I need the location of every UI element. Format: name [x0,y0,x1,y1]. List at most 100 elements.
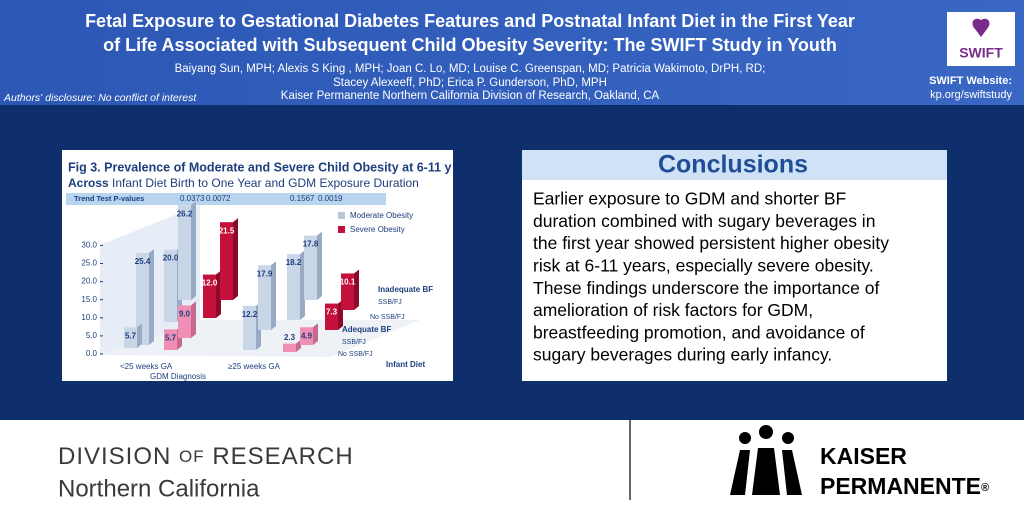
bar-label: 5.7 [165,333,177,342]
bar [178,305,191,338]
bar-label: 5.7 [125,331,137,340]
bar-side [191,301,196,338]
diet-label: SSB/FJ [378,299,402,306]
bar-label: 17.8 [303,240,319,249]
conclusions-header [522,150,947,180]
conclusions-box [522,150,947,381]
bar [283,343,296,352]
conclusion-line: risk at 6-11 years, especially severe ob… [533,256,874,276]
y-tick-label: 15.0 [81,295,97,304]
bar-side [354,269,359,310]
conclusion-line: the first year showed persistent higher … [533,233,889,253]
bar-side [296,339,301,352]
bar-label: 20.0 [163,254,179,263]
division-word: DIVISION [58,443,171,470]
division-word: OF [179,447,205,466]
bar-side [137,323,142,348]
pvalue-band [66,193,386,205]
title: Fetal Exposure to Gestational Diabetes F… [85,11,855,31]
bar-side [271,261,276,330]
bar-label: 18.2 [286,258,302,267]
bar-label: 2.3 [284,333,296,342]
kp-figure [739,432,751,444]
pvalue-label: Trend Test P-values [74,194,144,203]
division: DIVISION OF RESEARCH [58,443,354,470]
affiliation: Kaiser Permanente Northern California Di… [281,90,660,102]
bar [164,249,177,322]
bar-label: 12.0 [202,279,218,288]
y-tick-label: 10.0 [81,313,97,322]
diet-label: SSB/FJ [342,339,366,346]
logo-text: SWIFT [959,45,1003,61]
kp-logo [730,425,802,495]
authors: Stacey Alexeeff, PhD; Erica P. Gunderson… [333,77,607,89]
pvalue: 0.0373 [180,194,205,203]
bar [287,254,300,320]
figure-title: Fig 3. Prevalence of Moderate and Severe… [68,160,452,174]
conclusion-line: duration combined with sugary beverages … [533,211,875,231]
bar-label: 25.4 [135,257,151,266]
bar-label: 10.1 [340,278,356,287]
y-tick-label: 30.0 [81,241,97,250]
conclusion-line: These findings underscore the importance… [533,278,879,298]
bar [341,273,354,310]
figure-subtitle: Across Infant Diet Birth to One Year and… [68,176,419,190]
kp-figure [759,425,773,439]
bar-side [300,250,305,320]
title: of Life Associated with Subsequent Child… [103,35,837,55]
brand: KAISER [820,443,907,469]
x-label: ≥25 weeks GA [228,362,281,371]
bar-label: 4.9 [301,331,313,340]
subtitle-lead: Across [68,176,109,190]
kp-figure [782,432,794,444]
bar-side [191,201,196,300]
kp-bodies [730,448,802,495]
bar-side [233,218,238,300]
brand-word: PERMANENTE [820,473,981,499]
bar-side [149,249,154,345]
bar-side [216,270,221,318]
bar-label: 26.2 [177,209,193,218]
bar [164,329,177,350]
brand: PERMANENTE® [820,473,989,499]
diet-label: No SSB/FJ [370,314,405,321]
conclusion-line: Earlier exposure to GDM and shorter BF [533,189,846,209]
diet-label: Inadequate BF [378,285,433,294]
subtitle-text: Infant Diet Birth to One Year and GDM Ex… [109,176,419,190]
website-label: SWIFT Website: [929,75,1012,87]
bar-label: 17.9 [257,269,273,278]
bar [178,205,191,300]
website-url: kp.org/swiftstudy [930,89,1012,101]
legend-label: Severe Obesity [350,225,405,234]
x-label: <25 weeks GA [120,362,173,371]
legend-swatch [338,212,345,219]
y-tick-label: 0.0 [86,349,98,358]
bar [243,305,256,350]
x-axis-title: GDM Diagnosis [150,372,206,381]
conclusion-line: breastfeeding promotion, and avoidance o… [533,322,865,342]
authors: Baiyang Sun, MPH; Alexis S King , MPH; J… [175,63,766,75]
y-tick-label: 20.0 [81,277,97,286]
diet-label: Adequate BF [342,325,391,334]
bar [300,327,313,345]
pvalue: 0.1567 [290,194,315,203]
bar-label: 12.2 [242,310,258,319]
bar-label: 9.0 [179,310,191,319]
logo-icon [972,18,990,37]
bar [220,222,233,300]
pvalue: 0.0072 [206,194,231,203]
footer [0,420,1024,512]
pvalue: 0.0019 [318,194,343,203]
bar-label: 21.5 [219,226,235,235]
y-tick-label: 25.0 [81,259,97,268]
banner [0,0,1024,105]
conclusion-line: sugary beverages during early infancy. [533,345,832,365]
diet-label: No SSB/FJ [338,351,373,358]
bar [124,327,137,348]
region: Northern California [58,475,260,502]
legend-label: Moderate Obesity [350,211,413,220]
disclosure: Authors' disclosure: No conflict of inte… [3,92,197,104]
conclusions-heading: Conclusions [658,151,808,179]
conclusion-line: amelioration of risk factors for GDM, [533,300,813,320]
